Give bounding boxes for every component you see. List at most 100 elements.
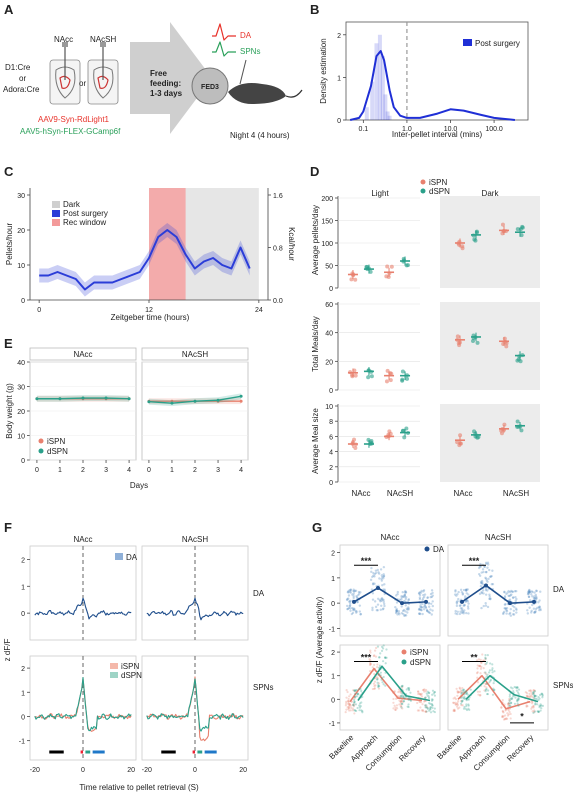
panelG-spn-point (463, 697, 466, 700)
panelD-point (476, 434, 481, 439)
panelG-spn-point (526, 695, 529, 698)
panelG-da-point (370, 570, 373, 574)
panelG-spn-point (355, 695, 358, 698)
panelG-spn-point (348, 709, 351, 712)
panelG-da-point (381, 598, 384, 601)
panelG-spn-point (409, 699, 413, 702)
panelD-col-light: Light (371, 189, 389, 198)
panelG-da-point (417, 608, 421, 611)
panelF-ytick-label: 0 (21, 714, 25, 721)
panelG-ytick-label: 0 (331, 601, 335, 608)
panelG-spn-point (479, 658, 482, 661)
panelG-spn-point (525, 694, 528, 698)
panelG-spn-point (514, 696, 517, 699)
panelE-xtick-label: 1 (58, 467, 62, 474)
panel-letter-f: F (4, 520, 12, 535)
panelG-sig-label: *** (469, 556, 480, 566)
panelG-da-point (403, 591, 407, 594)
panelG-spn-point (407, 705, 410, 709)
panelF-xlabel: Time relative to pellet retrieval (S) (79, 783, 199, 792)
panelG-spn-point (486, 673, 489, 676)
panelG-spn-point (418, 693, 422, 696)
panelD-point (472, 429, 477, 434)
panelG-spn-point (402, 700, 406, 703)
panelB-density-line (349, 50, 516, 121)
panelD-ytick-label: 100 (321, 241, 333, 248)
panelG-spn-point (533, 695, 536, 698)
label-free-feeding: 1-3 days (150, 89, 183, 98)
panelD-ylabel: Average pellets/day (311, 205, 320, 275)
panelG-spn-point (377, 687, 381, 690)
panelG-spn-point (487, 671, 491, 674)
panelG-da-point (381, 584, 384, 587)
panelG-spn-point (369, 651, 372, 654)
panelD-point (474, 230, 479, 235)
panelG-spn-point (531, 702, 534, 705)
panelF-legend-da-swatch (115, 553, 123, 560)
panelG-da-point (460, 608, 464, 612)
panelG-spn-point (485, 686, 488, 689)
panelG-da-point (404, 595, 408, 599)
panelG-spn-point (378, 664, 382, 667)
panelD-point (515, 227, 520, 232)
panelG-da-point (345, 598, 349, 602)
panelG-da-point (464, 588, 468, 592)
panelG-da-point (371, 582, 375, 585)
panelG-da-point (456, 612, 459, 616)
panelG-da-point (398, 613, 401, 616)
panelG-spn-point (359, 705, 362, 708)
panelG-spn-point (533, 694, 536, 697)
panelC-ytick-label: 20 (17, 228, 25, 235)
panelB-legend-label: Post surgery (475, 39, 520, 48)
panelG-spn-point (493, 688, 496, 691)
panelG-spn-point (530, 707, 533, 710)
panelG-da-mean-point (424, 599, 428, 604)
panelG-spn-point (516, 702, 519, 705)
mouse-tail (285, 89, 303, 98)
panel-letter-g: G (312, 520, 322, 535)
panelG-da-point (407, 598, 410, 601)
panelG-spn-point (459, 689, 462, 692)
panelG-spn-point (427, 695, 430, 698)
panelG-spn-point (420, 692, 423, 695)
panelG-da-point (418, 592, 421, 595)
panelG-spn-point (352, 704, 355, 707)
panelG-spn-point (348, 702, 351, 706)
panelG-spn-point (421, 688, 425, 692)
panelE-point (127, 397, 131, 401)
panelG-da-point (535, 597, 538, 601)
panelG-spn-point (532, 692, 535, 695)
panelG-da-point (504, 607, 507, 610)
panelG-spn-point (534, 702, 537, 705)
panelG-spn-point (484, 663, 487, 666)
panelG-spn-point (532, 691, 535, 694)
panelG-spn-point (458, 687, 462, 690)
panelD-ytick-label: 40 (325, 331, 333, 338)
panelG-spn-point (403, 697, 406, 700)
panelG-da-point (407, 598, 410, 602)
panelG-da-point (503, 606, 506, 610)
panelC-legend-label: Post surgery (63, 209, 108, 218)
panelG-spn-point (509, 704, 512, 707)
panelC-line (39, 229, 251, 291)
panelG-spn-point (492, 689, 495, 692)
striatum-outline (59, 75, 71, 89)
panelG-spn-point (347, 707, 350, 711)
label-d1cre: D1:Cre (5, 63, 31, 72)
panelD-ytick-label: 0 (329, 480, 333, 487)
panelG-spn-point (491, 667, 494, 670)
panelG-da-point (505, 612, 508, 615)
panelG-da-point (418, 607, 421, 611)
panelG-spn-point (380, 676, 384, 680)
panelG-spn-point (380, 645, 384, 648)
panelG-da-point (479, 584, 483, 588)
panelG-spn-point (425, 688, 428, 692)
panelE-legend-dspn-dot (38, 448, 44, 454)
panelG-spn-point (517, 696, 520, 700)
panelG-da-point (485, 587, 488, 590)
panelG-plot-frame (447, 544, 549, 637)
panelG-spn-point (541, 696, 544, 699)
panelG-da-point (533, 596, 536, 600)
panelG-da-point (357, 593, 360, 597)
panelG-da-point (425, 609, 429, 612)
